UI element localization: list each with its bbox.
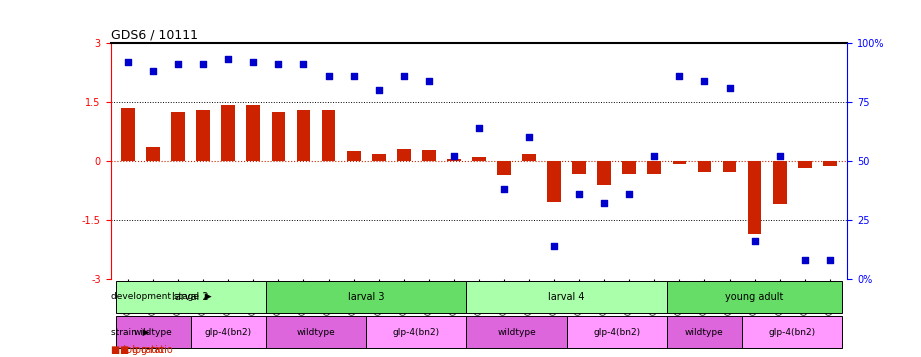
Bar	[297, 110, 310, 161]
Bar	[522, 154, 536, 161]
Bar	[472, 157, 485, 161]
Text: glp-4(bn2): glp-4(bn2)	[769, 328, 816, 337]
Bar	[697, 161, 711, 172]
FancyBboxPatch shape	[266, 316, 367, 348]
Text: ■ log ratio: ■ log ratio	[120, 345, 172, 355]
Point	[321, 73, 336, 79]
Bar	[672, 161, 686, 164]
FancyBboxPatch shape	[466, 281, 667, 313]
Bar	[598, 161, 612, 185]
FancyBboxPatch shape	[742, 316, 843, 348]
Bar	[447, 159, 460, 161]
Text: larval 4: larval 4	[548, 292, 585, 302]
Bar	[146, 147, 160, 161]
Bar	[321, 110, 335, 161]
Text: wildtype: wildtype	[497, 328, 536, 337]
FancyBboxPatch shape	[667, 281, 843, 313]
Point	[722, 85, 737, 91]
FancyBboxPatch shape	[191, 316, 266, 348]
Point	[371, 87, 386, 93]
Text: glp-4(bn2): glp-4(bn2)	[392, 328, 440, 337]
Point	[798, 257, 812, 263]
Point	[547, 243, 562, 249]
Point	[672, 73, 687, 79]
Point	[447, 154, 461, 159]
Bar	[122, 108, 135, 161]
Point	[572, 191, 587, 197]
Point	[747, 238, 762, 244]
Bar	[748, 161, 762, 234]
Point	[396, 73, 411, 79]
Bar	[497, 161, 511, 175]
Point	[521, 135, 536, 140]
Text: glp-4(bn2): glp-4(bn2)	[204, 328, 251, 337]
Point	[496, 186, 511, 192]
Bar	[272, 112, 286, 161]
Bar	[422, 150, 436, 161]
Bar	[372, 154, 386, 161]
FancyBboxPatch shape	[466, 316, 566, 348]
Point	[697, 78, 712, 84]
FancyBboxPatch shape	[115, 281, 266, 313]
Point	[647, 154, 661, 159]
Bar	[346, 151, 360, 161]
Text: ■ log ratio: ■ log ratio	[111, 346, 163, 356]
Bar	[647, 161, 661, 174]
Point	[472, 125, 486, 131]
Text: wildtype: wildtype	[685, 328, 724, 337]
Point	[773, 154, 787, 159]
Text: wildtype: wildtype	[134, 328, 172, 337]
Point	[422, 78, 437, 84]
Point	[271, 61, 286, 67]
Text: young adult: young adult	[726, 292, 784, 302]
Point	[196, 61, 211, 67]
Text: glp-4(bn2): glp-4(bn2)	[593, 328, 640, 337]
FancyBboxPatch shape	[566, 316, 667, 348]
Bar	[572, 161, 586, 174]
FancyBboxPatch shape	[266, 281, 466, 313]
Bar	[221, 105, 235, 161]
FancyBboxPatch shape	[667, 316, 742, 348]
Point	[170, 61, 185, 67]
Bar	[196, 110, 210, 161]
Bar	[397, 149, 411, 161]
Bar	[623, 161, 636, 174]
Text: development stage  ▶: development stage ▶	[111, 292, 211, 301]
Point	[121, 59, 135, 65]
Point	[597, 201, 612, 206]
Point	[346, 73, 361, 79]
Point	[246, 59, 261, 65]
Text: strain  ▶: strain ▶	[111, 328, 149, 337]
Bar	[798, 161, 811, 168]
Point	[221, 56, 236, 62]
Text: wildtype: wildtype	[297, 328, 335, 337]
Text: larval 3: larval 3	[348, 292, 384, 302]
Bar	[547, 161, 561, 202]
Point	[146, 68, 160, 74]
Text: GDS6 / 10111: GDS6 / 10111	[111, 29, 197, 42]
Bar	[723, 161, 737, 172]
Bar	[171, 112, 185, 161]
Point	[822, 257, 837, 263]
Point	[297, 61, 311, 67]
FancyBboxPatch shape	[367, 316, 466, 348]
Text: larval 2: larval 2	[172, 292, 209, 302]
FancyBboxPatch shape	[115, 316, 191, 348]
Bar	[773, 161, 787, 204]
Point	[622, 191, 636, 197]
Bar	[822, 161, 836, 166]
Bar	[247, 105, 261, 161]
